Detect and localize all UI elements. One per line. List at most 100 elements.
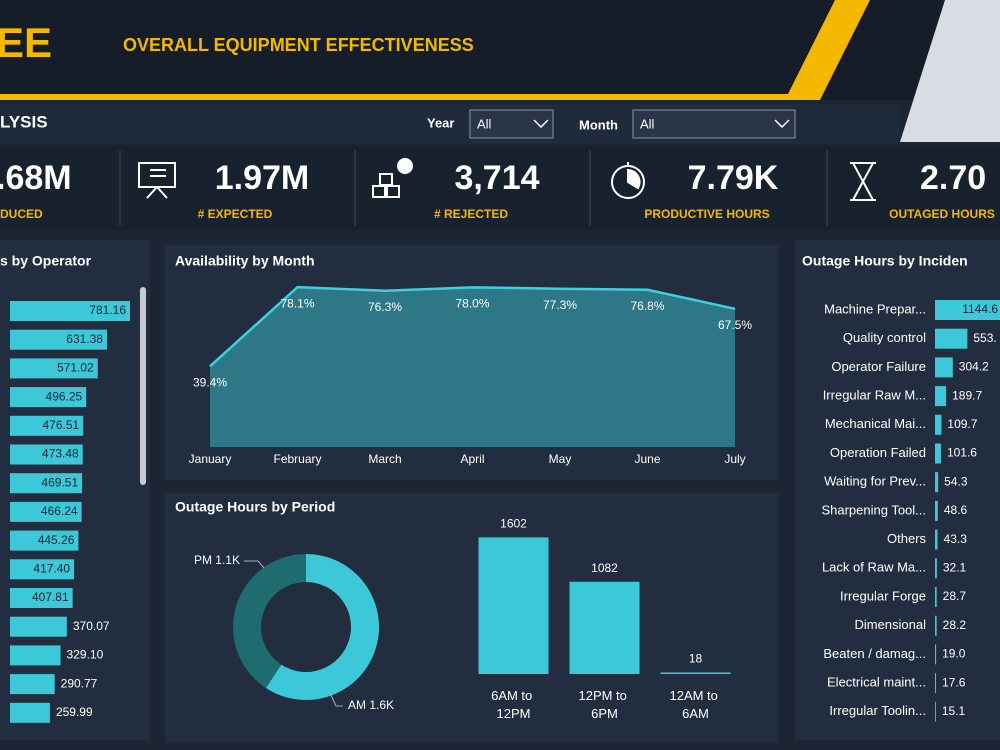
data-label: PM 1.1K bbox=[194, 553, 240, 567]
bar bbox=[10, 358, 98, 379]
data-label: 67.5% bbox=[718, 318, 752, 332]
data-label: 466.24 bbox=[41, 504, 78, 518]
x-tick-label: 12PM to 6PM bbox=[578, 688, 630, 721]
bar bbox=[935, 701, 936, 722]
bar bbox=[10, 415, 84, 436]
filter-value: All bbox=[477, 116, 492, 131]
panel bbox=[165, 493, 778, 743]
label-line: 12PM bbox=[497, 706, 531, 721]
leader-line bbox=[329, 692, 343, 707]
kpi-label: PRODUCTIVE HOURS bbox=[644, 207, 769, 221]
data-label: 78.1% bbox=[280, 296, 314, 310]
bar bbox=[935, 558, 937, 579]
data-label: 476.51 bbox=[42, 418, 79, 432]
logo: EE bbox=[0, 19, 52, 66]
donut-slice bbox=[232, 554, 306, 688]
data-label: 417.40 bbox=[33, 561, 70, 575]
data-label: 496.25 bbox=[46, 389, 83, 403]
bar bbox=[935, 386, 947, 407]
category-label: Lack of Raw Ma... bbox=[822, 560, 926, 575]
bar bbox=[935, 443, 941, 464]
panel bbox=[165, 245, 778, 480]
bar bbox=[935, 328, 968, 349]
filter-label: Month bbox=[579, 117, 618, 132]
panel-title: Outage Hours by Inciden bbox=[802, 253, 968, 269]
header-shape bbox=[900, 0, 1000, 142]
category-label: Operator Failure bbox=[831, 359, 926, 374]
category-label: Dimensional bbox=[854, 617, 926, 632]
category-label: Irregular Forge bbox=[840, 588, 926, 603]
header-stripe bbox=[0, 94, 810, 100]
data-label: 28.7 bbox=[943, 589, 967, 603]
category-label: Others bbox=[887, 531, 927, 546]
kpi-label: # REJECTED bbox=[434, 207, 508, 221]
x-tick-label: April bbox=[460, 452, 484, 466]
x-tick-label: February bbox=[273, 452, 321, 466]
kpi-value: 7.79K bbox=[688, 159, 779, 197]
category-label: Quality control bbox=[843, 330, 926, 345]
data-label: 39.4% bbox=[193, 376, 227, 390]
x-tick-label: June bbox=[634, 452, 660, 466]
bar bbox=[935, 472, 939, 493]
data-label: 329.10 bbox=[67, 648, 104, 662]
dropdown-arrow bbox=[533, 119, 549, 129]
label-line: 6AM to bbox=[491, 688, 536, 703]
data-label: 43.3 bbox=[944, 532, 968, 546]
data-label: 15.1 bbox=[942, 704, 966, 718]
year-dropdown[interactable] bbox=[469, 109, 554, 139]
bar bbox=[935, 673, 937, 694]
kpi-value: .68M bbox=[0, 159, 72, 197]
category-label: Waiting for Prev... bbox=[824, 474, 926, 489]
data-label: 28.2 bbox=[943, 618, 967, 632]
data-label: 445.26 bbox=[38, 533, 75, 547]
data-label: 19.0 bbox=[942, 647, 966, 661]
data-label: 290.77 bbox=[61, 676, 98, 690]
bar bbox=[935, 300, 1000, 320]
donut-slice bbox=[265, 554, 379, 700]
data-label: 1144.6 bbox=[962, 302, 998, 316]
bar bbox=[10, 444, 83, 465]
month-dropdown[interactable] bbox=[632, 109, 796, 139]
category-label: Operation Failed bbox=[830, 445, 926, 460]
x-tick-label: January bbox=[189, 452, 232, 466]
panel-title: Availability by Month bbox=[175, 253, 315, 269]
data-label: 76.3% bbox=[368, 300, 402, 314]
kpi-label: DUCED bbox=[0, 207, 43, 221]
kpi-label: # EXPECTED bbox=[198, 207, 273, 221]
bar bbox=[10, 616, 67, 637]
panel-title: Outage Hours by Period bbox=[175, 499, 335, 515]
leader-line bbox=[244, 560, 265, 569]
data-label: 571.02 bbox=[57, 361, 94, 375]
data-label: 78.0% bbox=[455, 297, 489, 311]
page-title: OVERALL EQUIPMENT EFFECTIVENESS bbox=[123, 35, 474, 55]
x-tick-label: May bbox=[549, 452, 572, 466]
bar bbox=[10, 501, 82, 522]
header-accent bbox=[785, 0, 870, 100]
kpi-value: 2.70 bbox=[920, 159, 986, 197]
filter-value: All bbox=[640, 116, 655, 131]
data-label: 54.3 bbox=[944, 474, 968, 488]
bar bbox=[935, 615, 937, 636]
data-label: 1602 bbox=[500, 517, 527, 531]
scrollbar[interactable] bbox=[140, 287, 146, 485]
filter-label: Year bbox=[427, 115, 454, 130]
bar bbox=[935, 357, 953, 378]
label-line: 6PM bbox=[591, 706, 618, 721]
category-label: Machine Prepar... bbox=[824, 301, 926, 316]
data-label: 32.1 bbox=[943, 560, 967, 574]
data-label: 259.99 bbox=[56, 705, 93, 719]
category-label: Sharpening Tool... bbox=[821, 502, 926, 517]
bar bbox=[10, 387, 87, 408]
data-label: 370.07 bbox=[73, 619, 110, 633]
bar bbox=[935, 587, 937, 607]
data-label: 48.6 bbox=[944, 503, 968, 517]
bar bbox=[660, 672, 731, 674]
bar bbox=[10, 645, 61, 666]
data-label: 304.2 bbox=[959, 360, 989, 374]
category-label: Beaten / damag... bbox=[823, 646, 926, 661]
data-label: AM 1.6K bbox=[348, 698, 394, 712]
kpi-value: 3,714 bbox=[454, 159, 539, 197]
data-label: 77.3% bbox=[543, 298, 577, 312]
data-label: 76.8% bbox=[630, 299, 664, 313]
data-label: 473.48 bbox=[42, 447, 79, 461]
